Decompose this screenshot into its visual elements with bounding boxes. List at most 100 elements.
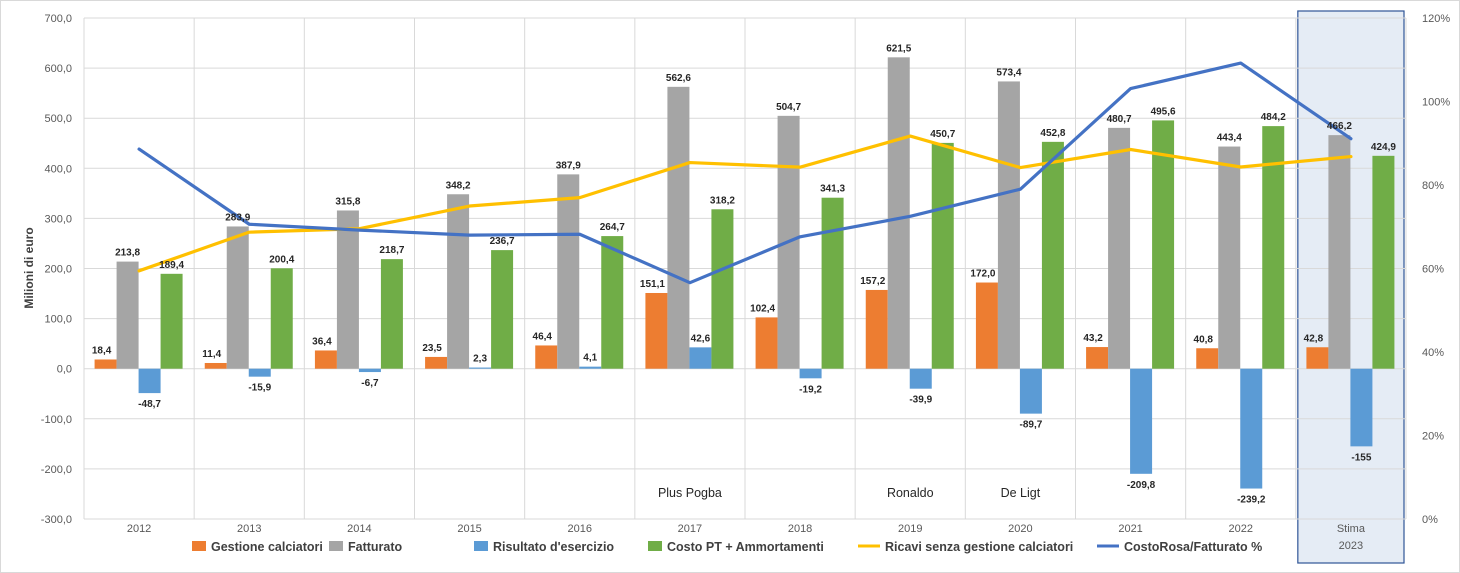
y-tick-label: 600,0: [44, 63, 72, 75]
data-label: 218,7: [379, 245, 404, 256]
x-tick-label: 2020: [1008, 523, 1032, 535]
x-tick-label: 2017: [678, 523, 702, 535]
data-label: 18,4: [92, 345, 112, 356]
data-label: 4,1: [583, 353, 597, 364]
legend-item: Fatturato: [329, 540, 403, 554]
x-tick-label: 2016: [568, 523, 592, 535]
x-tick-label: 2014: [347, 523, 371, 535]
data-label: 11,4: [202, 349, 221, 360]
data-label: 236,7: [490, 236, 515, 247]
bar-risultato-d-esercizio: [689, 347, 712, 369]
data-label: 213,8: [115, 248, 140, 259]
data-label: 573,4: [996, 67, 1021, 78]
bar-costo-pt-ammortamenti: [380, 259, 403, 369]
legend-item: CostoRosa/Fatturato %: [1097, 540, 1262, 554]
data-label: 484,2: [1261, 112, 1286, 123]
data-label: -155: [1351, 452, 1371, 463]
legend-label: Costo PT + Ammortamenti: [667, 540, 824, 554]
bar-gestione-calciatori: [1306, 347, 1329, 369]
data-label: 495,6: [1151, 106, 1176, 117]
data-label: 315,8: [335, 196, 360, 207]
bar-gestione-calciatori: [204, 362, 227, 369]
data-label: 452,8: [1040, 128, 1065, 139]
bar-costo-pt-ammortamenti: [931, 142, 954, 369]
data-label: -209,8: [1127, 480, 1156, 491]
legend-swatch: [192, 541, 206, 551]
bar-costo-pt-ammortamenti: [601, 236, 624, 369]
data-label: -6,7: [361, 378, 379, 389]
legend-label: CostoRosa/Fatturato %: [1124, 540, 1262, 554]
bar-gestione-calciatori: [535, 345, 558, 369]
bar-gestione-calciatori: [425, 356, 448, 369]
legend-swatch: [329, 541, 343, 551]
y-tick-label: -200,0: [41, 464, 72, 476]
x-tick-label: 2022: [1229, 523, 1253, 535]
bar-costo-pt-ammortamenti: [270, 268, 293, 369]
y2-tick-label: 20%: [1422, 431, 1444, 443]
bar-risultato-d-esercizio: [579, 366, 602, 369]
data-label: 341,3: [820, 184, 845, 195]
bar-gestione-calciatori: [755, 317, 778, 369]
y-tick-label: 0,0: [57, 364, 72, 376]
x-tick-label: 2021: [1118, 523, 1142, 535]
bar-risultato-d-esercizio: [1019, 368, 1042, 414]
bar-fatturato: [116, 261, 139, 369]
bar-risultato-d-esercizio: [248, 368, 271, 377]
y-tick-label: -100,0: [41, 414, 72, 426]
y-tick-label: 400,0: [44, 163, 72, 175]
legend-swatch: [648, 541, 662, 551]
legend-label: Ricavi senza gestione calciatori: [885, 540, 1073, 554]
bar-fatturato: [226, 226, 249, 369]
data-label: 42,8: [1304, 333, 1324, 344]
y2-tick-label: 0%: [1422, 514, 1438, 526]
data-label: 424,9: [1371, 142, 1396, 153]
annotation: Ronaldo: [887, 486, 934, 500]
y2-tick-label: 40%: [1422, 347, 1444, 359]
bar-fatturato: [1218, 146, 1241, 369]
bar-risultato-d-esercizio: [1350, 368, 1373, 447]
bar-costo-pt-ammortamenti: [1262, 126, 1285, 369]
x-tick-label: 2012: [127, 523, 151, 535]
bar-costo-pt-ammortamenti: [1372, 155, 1395, 369]
bar-risultato-d-esercizio: [799, 368, 822, 379]
legend-label: Gestione calciatori: [211, 540, 323, 554]
bar-gestione-calciatori: [975, 282, 998, 369]
annotation: Plus Pogba: [658, 486, 722, 500]
data-label: 466,2: [1327, 121, 1352, 132]
data-label: 46,4: [533, 331, 553, 342]
x-tick-label: 2018: [788, 523, 812, 535]
y2-tick-label: 60%: [1422, 264, 1444, 276]
bar-gestione-calciatori: [1086, 347, 1109, 369]
bar-fatturato: [887, 57, 910, 369]
bar-fatturato: [1108, 127, 1131, 369]
data-label: 443,4: [1217, 133, 1242, 144]
data-label: 480,7: [1107, 114, 1132, 125]
data-label: 102,4: [750, 303, 775, 314]
y-tick-label: 500,0: [44, 113, 72, 125]
legend-swatch: [474, 541, 488, 551]
annotation: De Ligt: [1001, 486, 1041, 500]
y-tick-label: 700,0: [44, 13, 72, 25]
data-label: 318,2: [710, 195, 735, 206]
legend-item: Costo PT + Ammortamenti: [648, 540, 824, 554]
bar-fatturato: [1328, 135, 1351, 369]
bar-fatturato: [997, 81, 1020, 369]
x-tick-label: 2023: [1339, 540, 1363, 552]
bar-risultato-d-esercizio: [909, 368, 932, 389]
y-tick-label: -300,0: [41, 514, 72, 526]
y-tick-label: 200,0: [44, 264, 72, 276]
data-label: 151,1: [640, 279, 665, 290]
legend-item: Gestione calciatori: [192, 540, 323, 554]
bar-costo-pt-ammortamenti: [491, 250, 514, 369]
data-label: 348,2: [446, 180, 471, 191]
data-label: 189,4: [159, 260, 184, 271]
bar-costo-pt-ammortamenti: [160, 273, 183, 369]
bar-fatturato: [557, 174, 580, 369]
data-label: 283,9: [225, 212, 250, 223]
data-label: 43,2: [1083, 333, 1103, 344]
y2-tick-label: 120%: [1422, 13, 1450, 25]
bar-gestione-calciatori: [314, 350, 337, 369]
x-tick-label: 2013: [237, 523, 261, 535]
legend-label: Fatturato: [348, 540, 403, 554]
